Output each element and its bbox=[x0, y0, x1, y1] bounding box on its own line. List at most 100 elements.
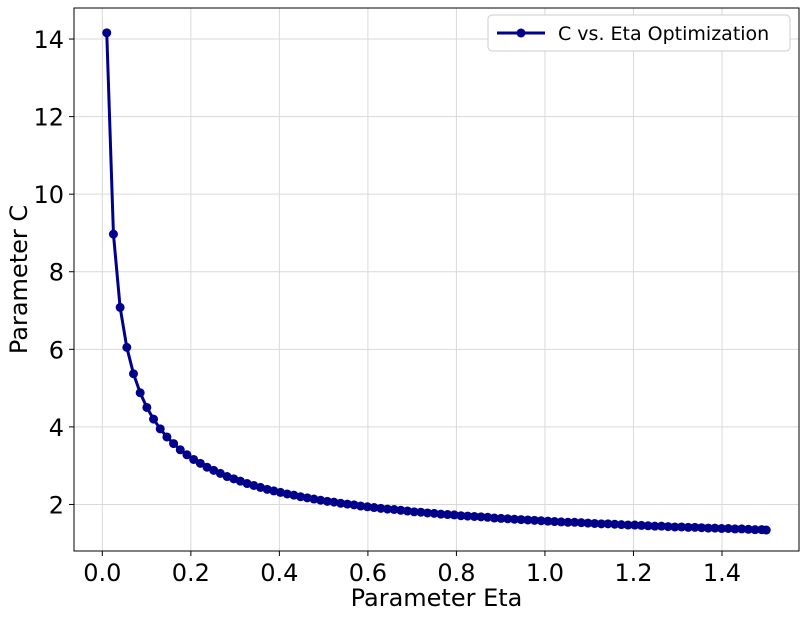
data-point bbox=[436, 509, 446, 519]
data-point bbox=[737, 524, 747, 534]
data-point bbox=[761, 525, 771, 535]
data-point bbox=[456, 511, 466, 521]
data-point bbox=[128, 369, 138, 379]
data-point bbox=[102, 28, 112, 38]
x-tick-label: 0.0 bbox=[83, 559, 121, 587]
data-point bbox=[590, 518, 600, 528]
legend-marker-swatch bbox=[516, 28, 526, 38]
data-point bbox=[416, 507, 426, 517]
data-point bbox=[536, 516, 546, 526]
data-point bbox=[483, 512, 493, 522]
data-point bbox=[710, 523, 720, 533]
data-point bbox=[529, 515, 539, 525]
data-point bbox=[356, 501, 366, 511]
data-point bbox=[476, 512, 486, 522]
data-point bbox=[316, 495, 326, 505]
data-point bbox=[576, 518, 586, 528]
data-point bbox=[469, 511, 479, 521]
data-point bbox=[322, 496, 332, 506]
data-point bbox=[556, 517, 566, 527]
data-point bbox=[489, 513, 499, 523]
data-point bbox=[403, 506, 413, 516]
data-point bbox=[209, 465, 219, 475]
x-tick-label: 1.2 bbox=[614, 559, 652, 587]
y-tick-label: 2 bbox=[49, 491, 64, 519]
data-point bbox=[503, 514, 513, 524]
data-point bbox=[717, 524, 727, 534]
data-point bbox=[202, 462, 212, 472]
data-point bbox=[369, 503, 379, 513]
data-point bbox=[155, 424, 165, 434]
data-point bbox=[362, 502, 372, 512]
x-tick-label: 0.8 bbox=[437, 559, 475, 587]
y-tick-label: 12 bbox=[33, 104, 64, 132]
data-point bbox=[723, 524, 733, 534]
data-point bbox=[342, 499, 352, 509]
data-point bbox=[743, 524, 753, 534]
x-axis-title: Parameter Eta bbox=[351, 584, 523, 612]
data-point bbox=[449, 510, 459, 520]
data-point bbox=[182, 450, 192, 460]
plot-frame bbox=[73, 7, 800, 552]
x-tick-label: 0.6 bbox=[349, 559, 387, 587]
data-point bbox=[570, 517, 580, 527]
data-point bbox=[409, 507, 419, 517]
data-point bbox=[149, 414, 159, 424]
data-point bbox=[296, 492, 306, 502]
data-point bbox=[750, 525, 760, 535]
series-layer bbox=[102, 28, 771, 535]
data-point bbox=[703, 523, 713, 533]
data-point bbox=[108, 229, 118, 239]
data-point bbox=[650, 521, 660, 531]
data-point bbox=[309, 494, 319, 504]
tick-layer: 0.0 0.2 0.4 0.6 0.8 1.0 1.2 1.4 2 4 6 8 10 12 14 bbox=[33, 26, 741, 587]
data-point bbox=[616, 520, 626, 530]
data-point bbox=[663, 522, 673, 532]
data-point bbox=[697, 523, 707, 533]
data-point bbox=[509, 514, 519, 524]
data-point bbox=[302, 493, 312, 503]
data-point bbox=[175, 445, 185, 455]
data-point bbox=[596, 519, 606, 529]
data-point bbox=[463, 511, 473, 521]
data-point bbox=[516, 515, 526, 525]
data-point bbox=[670, 522, 680, 532]
data-point bbox=[623, 520, 633, 530]
data-point bbox=[135, 388, 145, 398]
data-point bbox=[583, 518, 593, 528]
legend-label: C vs. Eta Optimization bbox=[558, 23, 769, 45]
y-tick-label: 4 bbox=[49, 414, 64, 442]
data-point bbox=[142, 402, 152, 412]
data-point bbox=[443, 510, 453, 520]
data-point bbox=[349, 500, 359, 510]
data-point bbox=[396, 505, 406, 515]
data-point bbox=[523, 515, 533, 525]
y-tick-label: 14 bbox=[33, 26, 64, 54]
grid bbox=[74, 8, 799, 551]
data-point bbox=[282, 489, 292, 499]
y-tick-label: 6 bbox=[49, 336, 64, 364]
x-tick-label: 1.0 bbox=[526, 559, 564, 587]
data-point bbox=[643, 521, 653, 531]
data-point bbox=[683, 522, 693, 532]
data-point bbox=[496, 513, 506, 523]
x-tick-label: 0.2 bbox=[172, 559, 210, 587]
data-point bbox=[115, 302, 125, 312]
data-point bbox=[189, 454, 199, 464]
data-point bbox=[169, 439, 179, 449]
data-point bbox=[603, 519, 613, 529]
data-point bbox=[195, 458, 205, 468]
data-point bbox=[376, 503, 386, 513]
data-point bbox=[382, 504, 392, 514]
y-tick-label: 8 bbox=[49, 259, 64, 287]
data-point bbox=[563, 517, 573, 527]
data-point bbox=[636, 520, 646, 530]
data-point bbox=[730, 524, 740, 534]
data-point bbox=[656, 521, 666, 531]
data-point bbox=[690, 522, 700, 532]
x-tick-label: 1.4 bbox=[703, 559, 741, 587]
data-point bbox=[677, 522, 687, 532]
legend-box bbox=[487, 14, 791, 52]
y-tick-label: 10 bbox=[33, 181, 64, 209]
